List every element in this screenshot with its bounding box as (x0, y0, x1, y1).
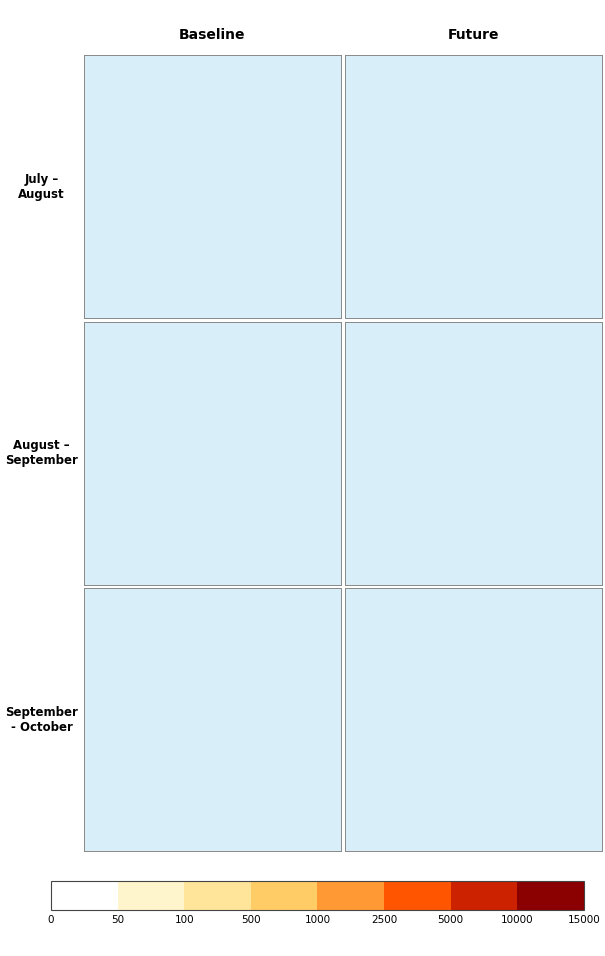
Text: August –
September: August – September (5, 439, 78, 467)
Text: Future: Future (448, 29, 499, 42)
Text: 10000: 10000 (501, 915, 534, 925)
Text: 15000: 15000 (567, 915, 600, 925)
Text: Baseline: Baseline (179, 29, 246, 42)
Bar (384, 880, 451, 910)
Text: 5000: 5000 (437, 915, 464, 925)
Bar (318, 880, 384, 910)
Bar (517, 880, 584, 910)
Bar (184, 880, 251, 910)
Text: 500: 500 (241, 915, 261, 925)
Bar (117, 880, 184, 910)
Text: July –
August: July – August (18, 173, 65, 201)
Bar (51, 880, 584, 910)
Text: 100: 100 (174, 915, 194, 925)
Text: 2500: 2500 (371, 915, 397, 925)
Bar (451, 880, 517, 910)
Text: 50: 50 (111, 915, 124, 925)
Text: 0: 0 (48, 915, 54, 925)
Bar (251, 880, 318, 910)
Text: 1000: 1000 (304, 915, 330, 925)
Bar (51, 880, 117, 910)
Text: September
- October: September - October (5, 706, 78, 733)
